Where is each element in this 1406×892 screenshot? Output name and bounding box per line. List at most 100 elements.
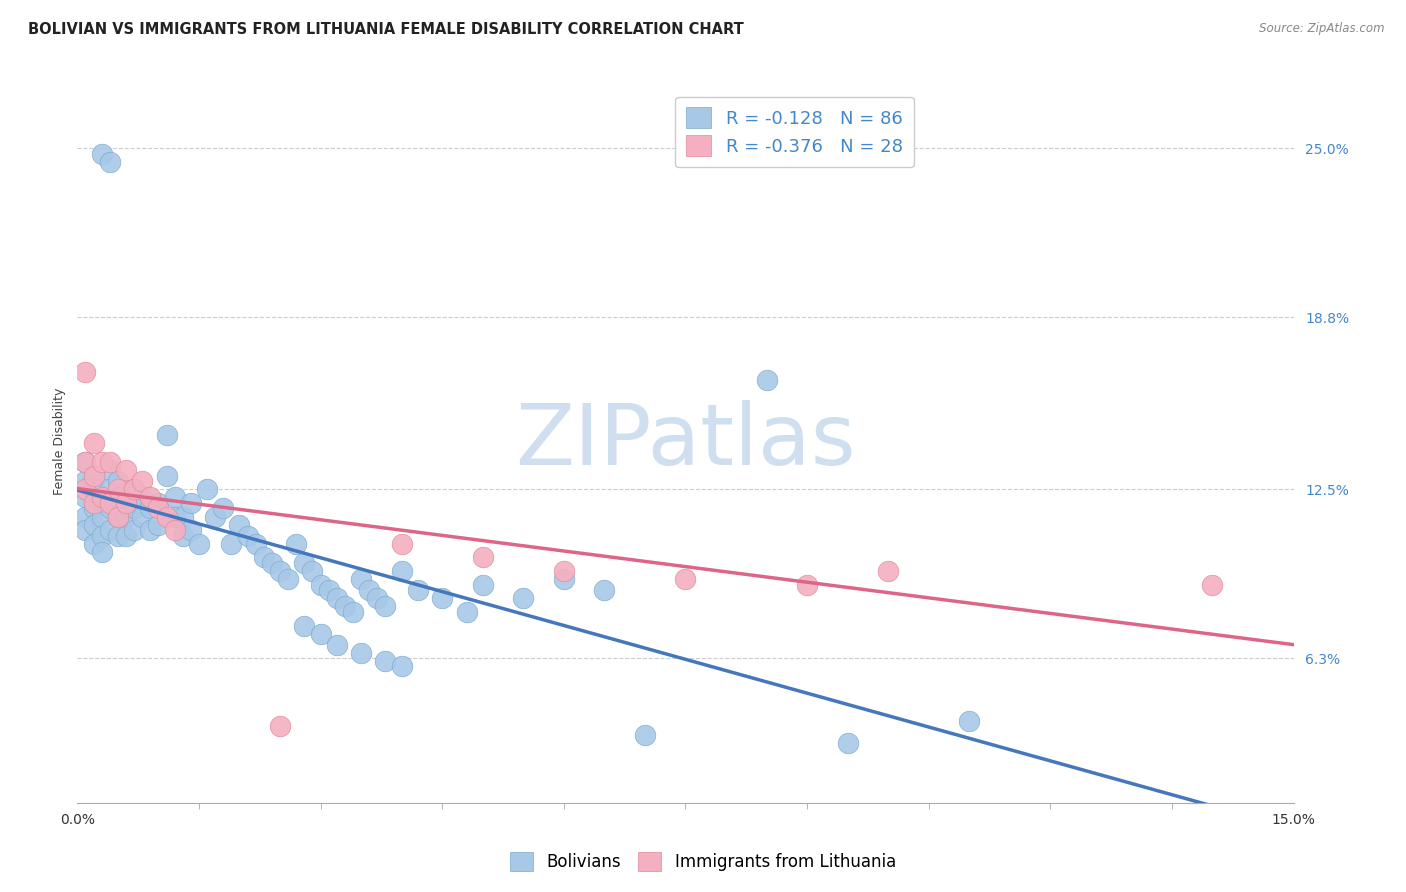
Point <box>309 626 332 640</box>
Point <box>212 501 235 516</box>
Point <box>180 523 202 537</box>
Point <box>83 501 105 516</box>
Point <box>553 572 575 586</box>
Point <box>285 537 308 551</box>
Point <box>107 528 129 542</box>
Point <box>342 605 364 619</box>
Point <box>148 501 170 516</box>
Legend: Bolivians, Immigrants from Lithuania: Bolivians, Immigrants from Lithuania <box>502 843 904 880</box>
Point <box>107 474 129 488</box>
Point <box>301 564 323 578</box>
Point <box>309 577 332 591</box>
Point <box>148 496 170 510</box>
Point <box>131 491 153 505</box>
Text: BOLIVIAN VS IMMIGRANTS FROM LITHUANIA FEMALE DISABILITY CORRELATION CHART: BOLIVIAN VS IMMIGRANTS FROM LITHUANIA FE… <box>28 22 744 37</box>
Point <box>83 496 105 510</box>
Point <box>374 654 396 668</box>
Point <box>456 605 478 619</box>
Point <box>90 528 112 542</box>
Point <box>333 599 356 614</box>
Point <box>75 491 97 505</box>
Point <box>391 564 413 578</box>
Point <box>131 474 153 488</box>
Point <box>98 482 121 496</box>
Point <box>98 155 121 169</box>
Point <box>98 496 121 510</box>
Point <box>75 509 97 524</box>
Point <box>221 537 243 551</box>
Point <box>163 523 186 537</box>
Point <box>172 509 194 524</box>
Point <box>471 550 494 565</box>
Point <box>326 638 349 652</box>
Point <box>98 455 121 469</box>
Point <box>471 577 494 591</box>
Point <box>139 491 162 505</box>
Point <box>374 599 396 614</box>
Point <box>796 577 818 591</box>
Point <box>148 517 170 532</box>
Text: Source: ZipAtlas.com: Source: ZipAtlas.com <box>1260 22 1385 36</box>
Point <box>350 572 373 586</box>
Point <box>391 537 413 551</box>
Point <box>957 714 980 728</box>
Point <box>98 463 121 477</box>
Point <box>391 659 413 673</box>
Point <box>837 736 859 750</box>
Point <box>253 550 276 565</box>
Point <box>122 482 145 496</box>
Point <box>236 528 259 542</box>
Point <box>122 501 145 516</box>
Point <box>83 482 105 496</box>
Point <box>180 496 202 510</box>
Point <box>83 468 105 483</box>
Point <box>292 618 315 632</box>
Point <box>188 537 211 551</box>
Point <box>318 583 340 598</box>
Point <box>228 517 250 532</box>
Point <box>98 501 121 516</box>
Point <box>634 728 657 742</box>
Point <box>366 591 388 606</box>
Point <box>155 468 177 483</box>
Point <box>204 509 226 524</box>
Point <box>115 463 138 477</box>
Point <box>115 496 138 510</box>
Point <box>195 482 218 496</box>
Point <box>877 564 900 578</box>
Point <box>75 474 97 488</box>
Point <box>122 523 145 537</box>
Point <box>755 373 778 387</box>
Point <box>83 436 105 450</box>
Point <box>107 509 129 524</box>
Point <box>115 528 138 542</box>
Point <box>83 537 105 551</box>
Point <box>139 523 162 537</box>
Point <box>139 501 162 516</box>
Point <box>75 455 97 469</box>
Point <box>326 591 349 606</box>
Point <box>350 646 373 660</box>
Point <box>163 509 186 524</box>
Point <box>406 583 429 598</box>
Point <box>75 523 97 537</box>
Text: ZIPatlas: ZIPatlas <box>515 400 856 483</box>
Point <box>512 591 534 606</box>
Point <box>155 427 177 442</box>
Point <box>98 523 121 537</box>
Point <box>90 491 112 505</box>
Point <box>131 509 153 524</box>
Point <box>292 556 315 570</box>
Point <box>75 365 97 379</box>
Point <box>172 528 194 542</box>
Point <box>90 509 112 524</box>
Point <box>107 482 129 496</box>
Point <box>269 564 291 578</box>
Point <box>90 147 112 161</box>
Point <box>155 509 177 524</box>
Legend: R = -0.128   N = 86, R = -0.376   N = 28: R = -0.128 N = 86, R = -0.376 N = 28 <box>675 96 914 167</box>
Point <box>553 564 575 578</box>
Point <box>83 468 105 483</box>
Point <box>75 482 97 496</box>
Point <box>90 496 112 510</box>
